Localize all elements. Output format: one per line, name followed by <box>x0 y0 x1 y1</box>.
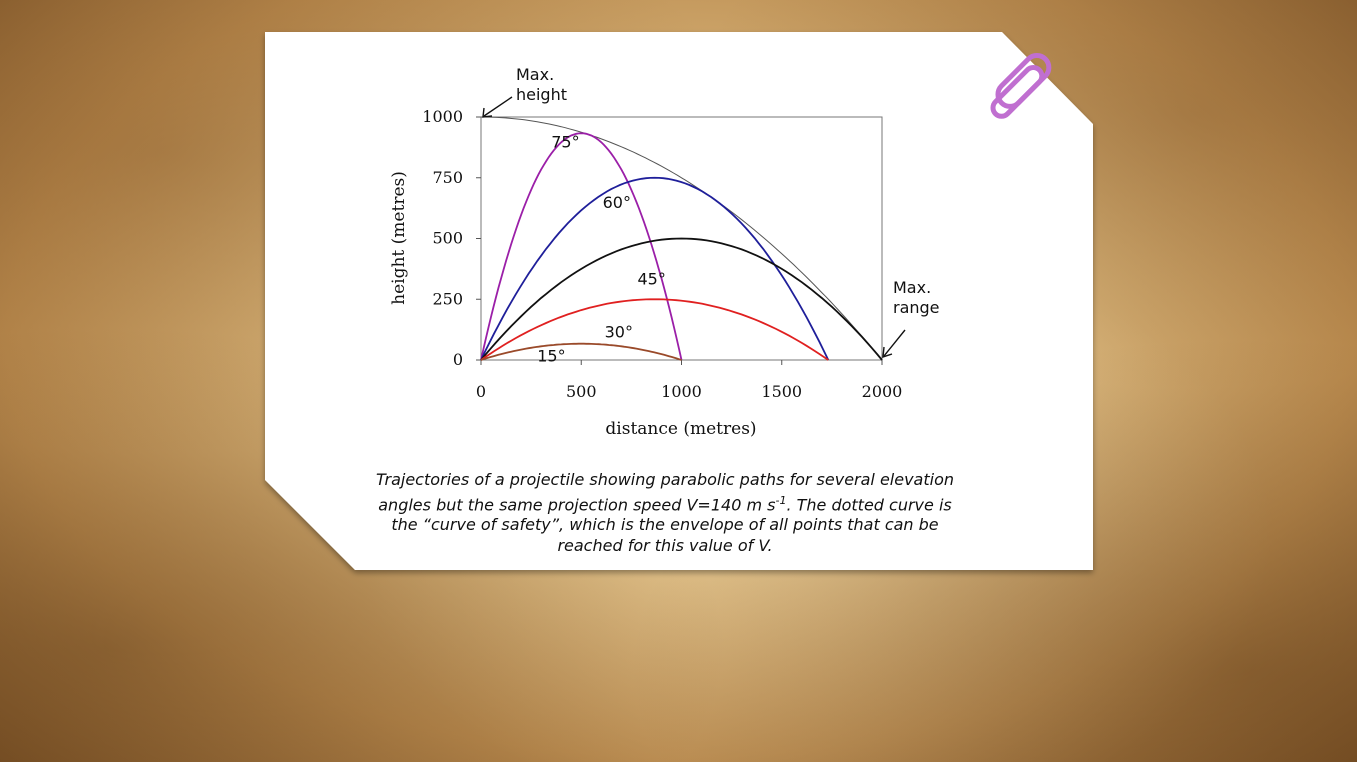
figure-caption: Trajectories of a projectile showing par… <box>300 470 1030 556</box>
max-height-arrow <box>483 96 513 117</box>
caption-line-2: angles but the same projection speed V=1… <box>300 491 1030 516</box>
y-tick-label: 250 <box>432 289 463 308</box>
y-tick-label: 500 <box>432 229 463 248</box>
trajectory-75deg <box>480 132 683 361</box>
trajectory-60deg <box>480 176 830 361</box>
curve-of-safety <box>481 116 883 361</box>
caption-line-2b: . The dotted curve is <box>786 494 952 514</box>
angle-label-75: 75° <box>551 132 579 151</box>
x-tick-label: 500 <box>566 382 597 401</box>
y-tick-label: 750 <box>432 168 463 187</box>
x-tick-label: 1500 <box>761 382 802 401</box>
max-range-label-line1: Max. <box>893 278 931 297</box>
max-height-label-line2: height <box>516 85 567 104</box>
caption-line-2a: angles but the same projection speed V=1… <box>378 494 776 514</box>
x-tick-label: 0 <box>476 382 486 401</box>
angle-labels: 75° 60° 45° 30° 15° <box>537 132 666 365</box>
x-axis-title: distance (metres) <box>605 419 756 439</box>
trajectory-30deg <box>480 298 829 361</box>
paperclip-icon <box>990 52 1052 119</box>
max-range-arrowhead <box>882 346 893 359</box>
y-axis: 0 250 500 750 1000 <box>422 107 481 369</box>
x-axis: 0 500 1000 1500 2000 <box>476 360 902 401</box>
y-axis-title: height (metres) <box>389 171 409 305</box>
angle-label-30: 30° <box>605 322 633 341</box>
trajectory-15deg <box>480 342 682 361</box>
max-height-arrowhead <box>482 107 493 118</box>
angle-label-60: 60° <box>603 193 631 212</box>
x-tick-label: 1000 <box>661 382 702 401</box>
y-tick-label: 0 <box>453 350 463 369</box>
angle-label-45: 45° <box>638 270 666 289</box>
caption-line-4: reached for this value of V. <box>557 535 773 555</box>
max-height-label-line1: Max. <box>516 65 554 84</box>
trajectory-curves <box>480 116 883 361</box>
caption-line-1: Trajectories of a projectile showing par… <box>375 470 955 489</box>
angle-label-15: 15° <box>537 347 565 366</box>
caption-superscript: -1 <box>775 493 787 507</box>
y-tick-label: 1000 <box>422 107 463 126</box>
max-range-arrow <box>883 329 906 357</box>
trajectory-45deg <box>480 237 883 361</box>
caption-line-3: the “curve of safety”, which is the enve… <box>391 515 939 535</box>
max-range-label-line2: range <box>893 298 940 317</box>
x-tick-label: 2000 <box>862 382 903 401</box>
